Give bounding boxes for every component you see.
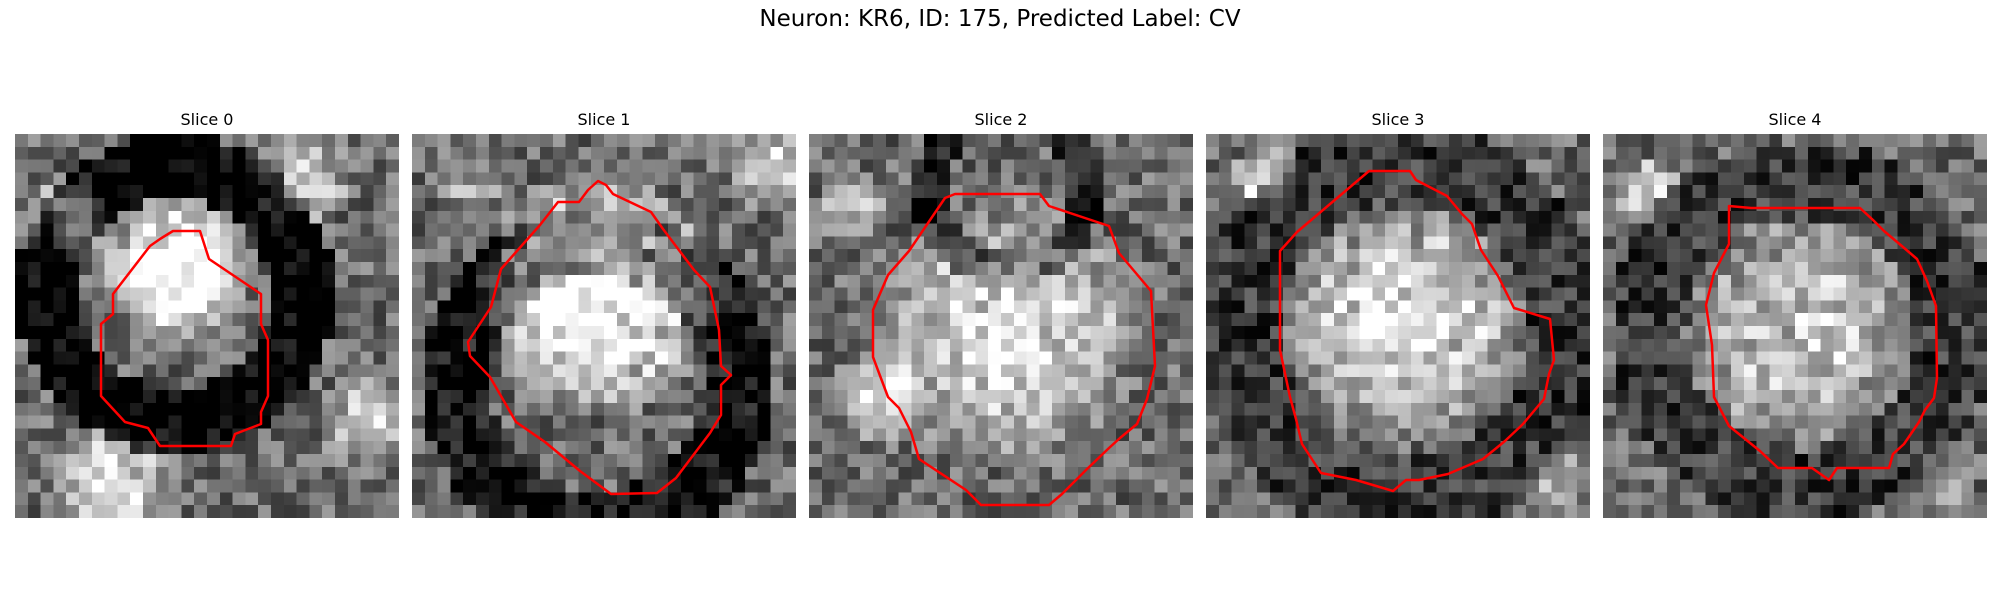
slice-title-2: Slice 2 — [974, 110, 1028, 129]
slice-title-1: Slice 1 — [577, 110, 631, 129]
slice-title-0: Slice 0 — [180, 110, 234, 129]
figure-title: Neuron: KR6, ID: 175, Predicted Label: C… — [759, 6, 1241, 32]
slice-image-3 — [1206, 134, 1590, 518]
grayscale-image-4 — [1603, 134, 1987, 518]
slice-image-1 — [412, 134, 796, 518]
roi-contour-1 — [466, 179, 733, 496]
grayscale-image-3 — [1206, 134, 1590, 518]
roi-contour-2 — [871, 192, 1157, 507]
grayscale-image-1 — [412, 134, 796, 518]
slice-image-0 — [15, 134, 399, 518]
slice-image-2 — [809, 134, 1193, 518]
slice-panel-2: Slice 2 — [809, 110, 1193, 518]
roi-contour-3 — [1278, 169, 1556, 493]
roi-contour-4 — [1704, 204, 1939, 482]
grayscale-image-0 — [15, 134, 399, 518]
slice-panel-4: Slice 4 — [1603, 110, 1987, 518]
slice-title-4: Slice 4 — [1768, 110, 1822, 129]
slice-title-3: Slice 3 — [1371, 110, 1425, 129]
slice-panel-3: Slice 3 — [1206, 110, 1590, 518]
slice-panel-1: Slice 1 — [412, 110, 796, 518]
slice-panel-0: Slice 0 — [15, 110, 399, 518]
roi-contour-0 — [99, 229, 270, 448]
slice-image-4 — [1603, 134, 1987, 518]
